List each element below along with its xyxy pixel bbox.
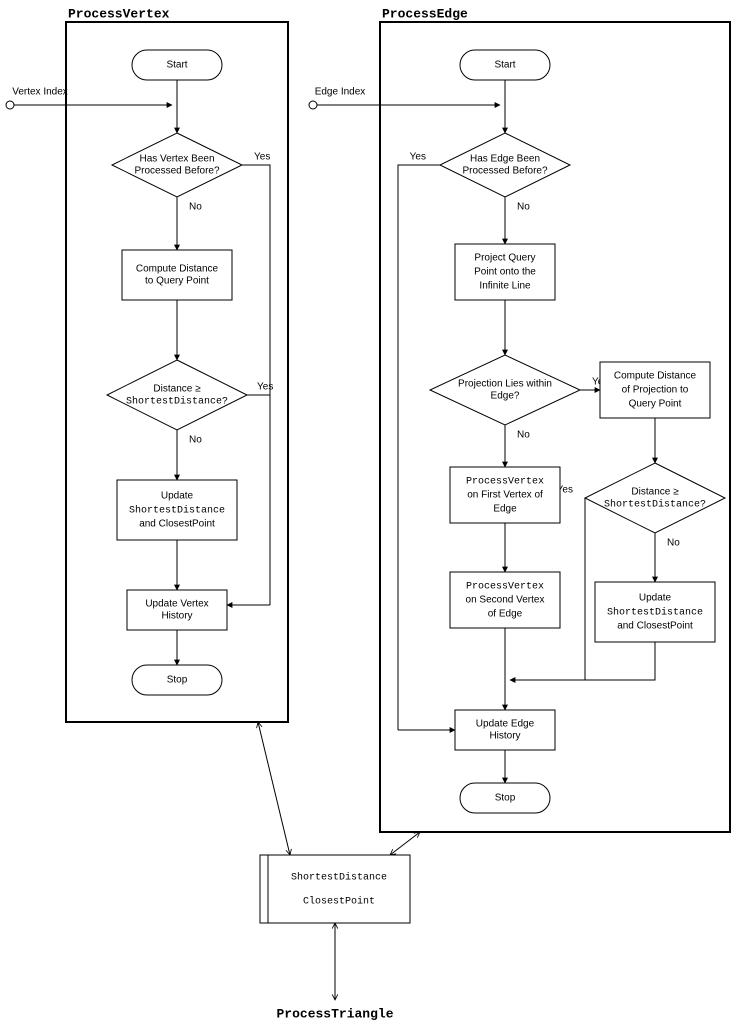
svg-text:Update: Update: [161, 491, 194, 502]
svg-text:ProcessVertex: ProcessVertex: [466, 582, 544, 593]
svg-text:Yes: Yes: [410, 152, 426, 163]
svg-text:Vertex Index: Vertex Index: [12, 87, 68, 98]
svg-text:and ClosestPoint: and ClosestPoint: [139, 519, 215, 530]
svg-text:Edge: Edge: [493, 504, 517, 515]
svg-text:of Projection to: of Projection to: [622, 385, 689, 396]
svg-text:No: No: [667, 538, 680, 549]
svg-text:on Second Vertex: on Second Vertex: [466, 595, 545, 606]
svg-text:ShortestDistance: ShortestDistance: [129, 505, 225, 517]
svg-text:ProcessEdge: ProcessEdge: [382, 6, 468, 21]
svg-text:Edge?: Edge?: [491, 391, 520, 402]
svg-text:Point onto the: Point onto the: [474, 267, 536, 278]
svg-text:ShortestDistance?: ShortestDistance?: [126, 396, 228, 408]
svg-text:ProcessVertex: ProcessVertex: [68, 6, 170, 21]
svg-text:Has Edge Been: Has Edge Been: [470, 154, 540, 165]
svg-text:on First Vertex of: on First Vertex of: [467, 490, 543, 501]
svg-text:of Edge: of Edge: [488, 609, 523, 620]
svg-text:Distance ≥: Distance ≥: [153, 384, 201, 395]
svg-text:Stop: Stop: [167, 675, 188, 686]
svg-text:Query Point: Query Point: [629, 399, 682, 410]
svg-text:ClosestPoint: ClosestPoint: [303, 896, 375, 908]
svg-text:Stop: Stop: [495, 793, 516, 804]
svg-text:Processed Before?: Processed Before?: [462, 166, 547, 177]
svg-text:Update: Update: [639, 593, 672, 604]
svg-text:No: No: [517, 202, 530, 213]
svg-text:Update Edge: Update Edge: [476, 719, 535, 730]
svg-text:Has Vertex Been: Has Vertex Been: [139, 154, 214, 165]
svg-text:Infinite Line: Infinite Line: [479, 281, 531, 292]
svg-text:Processed Before?: Processed Before?: [134, 166, 219, 177]
svg-text:Start: Start: [166, 60, 187, 71]
svg-text:Edge Index: Edge Index: [315, 87, 366, 98]
svg-text:Yes: Yes: [257, 382, 273, 393]
svg-text:Projection Lies within: Projection Lies within: [458, 379, 552, 390]
svg-text:ShortestDistance?: ShortestDistance?: [604, 499, 706, 511]
svg-text:ShortestDistance: ShortestDistance: [291, 872, 387, 884]
flowchart-diagram: ProcessVertex Start Vertex Index Has Vertex…: [0, 0, 748, 1029]
svg-text:Project Query: Project Query: [474, 253, 535, 264]
svg-text:Distance ≥: Distance ≥: [631, 487, 679, 498]
svg-text:ShortestDistance: ShortestDistance: [607, 607, 703, 619]
svg-text:ProcessTriangle: ProcessTriangle: [276, 1006, 393, 1021]
svg-text:and ClosestPoint: and ClosestPoint: [617, 621, 693, 632]
svg-text:Compute Distance: Compute Distance: [136, 264, 219, 275]
svg-text:Compute Distance: Compute Distance: [614, 371, 697, 382]
svg-text:No: No: [517, 430, 530, 441]
svg-text:No: No: [189, 435, 202, 446]
svg-text:to Query Point: to Query Point: [145, 276, 209, 287]
svg-text:ProcessVertex: ProcessVertex: [466, 477, 544, 488]
svg-text:History: History: [161, 611, 192, 622]
svg-text:History: History: [489, 731, 520, 742]
svg-text:Start: Start: [494, 60, 515, 71]
svg-text:No: No: [189, 202, 202, 213]
svg-text:Yes: Yes: [254, 152, 270, 163]
svg-text:Update Vertex: Update Vertex: [145, 599, 208, 610]
